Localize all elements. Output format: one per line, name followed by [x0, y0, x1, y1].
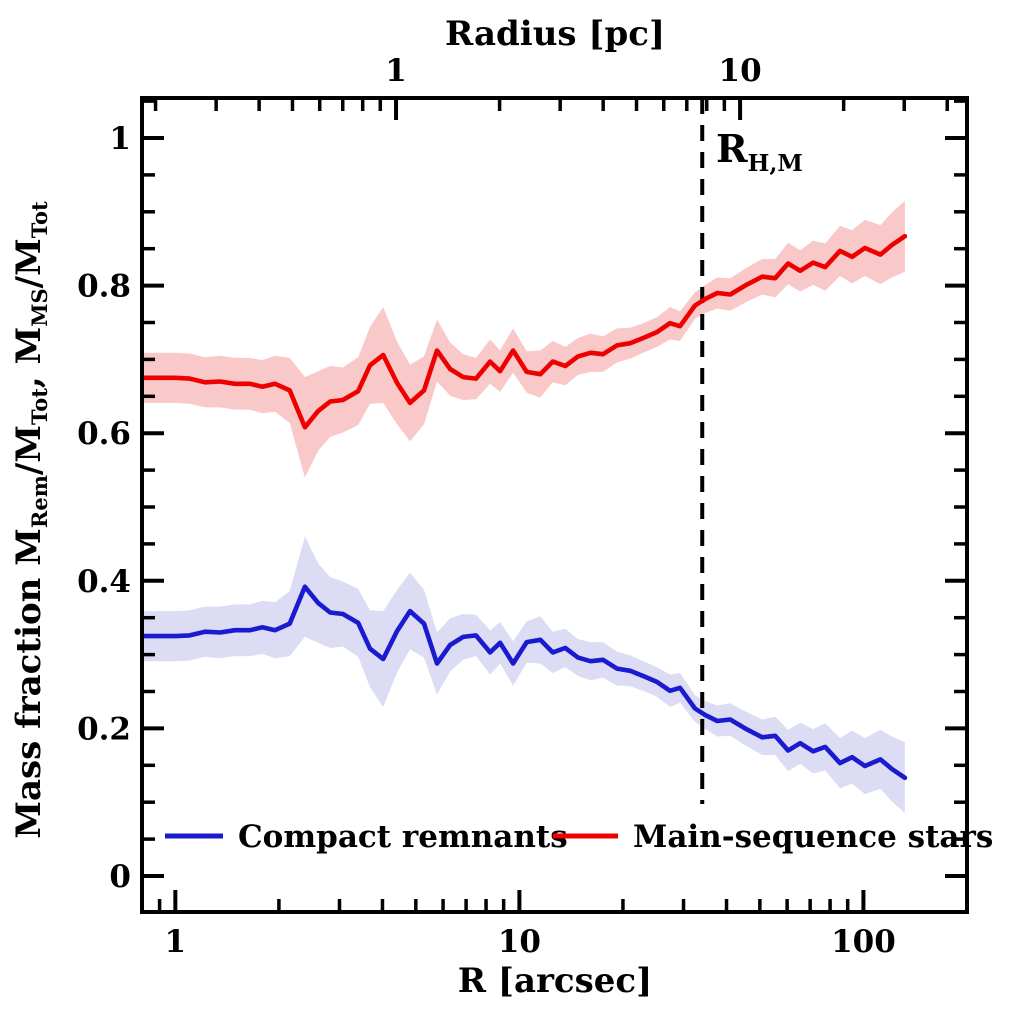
top-axis-title: Radius [pc]	[445, 14, 665, 54]
plot-frame	[140, 96, 969, 914]
main-sequence-band	[142, 200, 905, 478]
x-tick-label: 1	[165, 924, 187, 960]
y-tick-label: 0.4	[77, 564, 131, 600]
main-sequence-curve	[142, 233, 908, 430]
y-tick-label: 0.6	[77, 416, 131, 452]
x-axis-title: R [arcsec]	[458, 961, 652, 1001]
y-tick-label: 0.2	[77, 711, 131, 747]
y-axis-label: Mass fraction MRem​/MTot​, MMS​/MTot​	[9, 201, 52, 839]
data-curves	[142, 233, 908, 781]
remnants-curve	[142, 584, 908, 781]
frame-rect	[140, 96, 969, 914]
remnants-band	[142, 536, 905, 814]
y-tick-label: 1	[109, 121, 131, 157]
top-tick-label: 10	[719, 53, 762, 89]
confidence-bands	[142, 200, 905, 814]
legend-label-main-sequence: Main-sequence stars	[633, 819, 993, 855]
half-mass-radius-label: RH,M	[716, 126, 803, 177]
legend-label-compact-remnants: Compact remnants	[238, 819, 568, 855]
y-tick-label: 0.8	[77, 269, 131, 305]
x-tick-label: 10	[498, 924, 541, 960]
x-tick-label: 100	[831, 924, 896, 960]
y-tick-label: 0	[109, 859, 131, 895]
legend: Compact remnants Main-sequence stars	[165, 819, 993, 855]
axis-ticks	[144, 99, 965, 910]
top-tick-label: 1	[385, 53, 407, 89]
